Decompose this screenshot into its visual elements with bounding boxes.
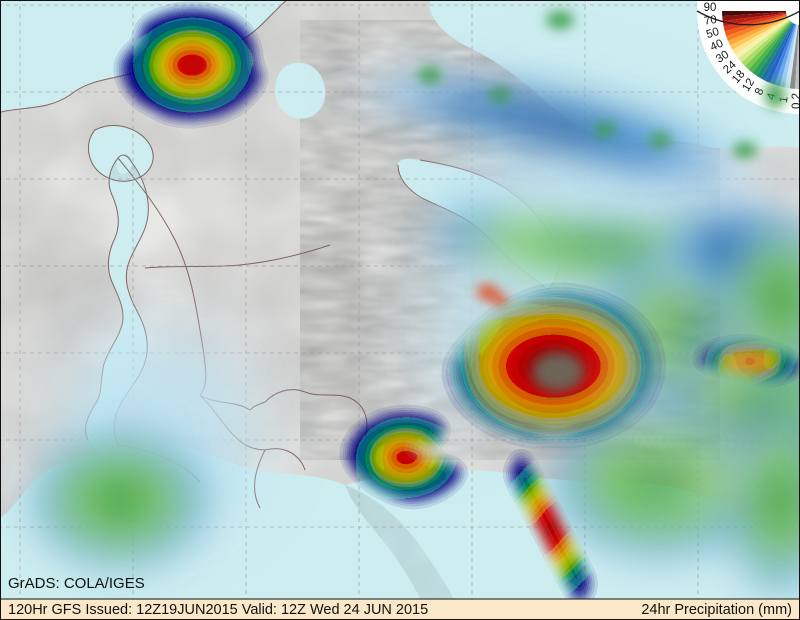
svg-text:90: 90 bbox=[704, 2, 717, 14]
svg-text:24hr Precipitation (mm): 24hr Precipitation (mm) bbox=[641, 602, 792, 618]
svg-text:GrADS: COLA/IGES: GrADS: COLA/IGES bbox=[8, 575, 145, 592]
svg-text:0.2: 0.2 bbox=[791, 93, 800, 109]
svg-text:120Hr GFS Issued: 12Z19JUN2015: 120Hr GFS Issued: 12Z19JUN2015 Valid: 12… bbox=[8, 602, 428, 618]
